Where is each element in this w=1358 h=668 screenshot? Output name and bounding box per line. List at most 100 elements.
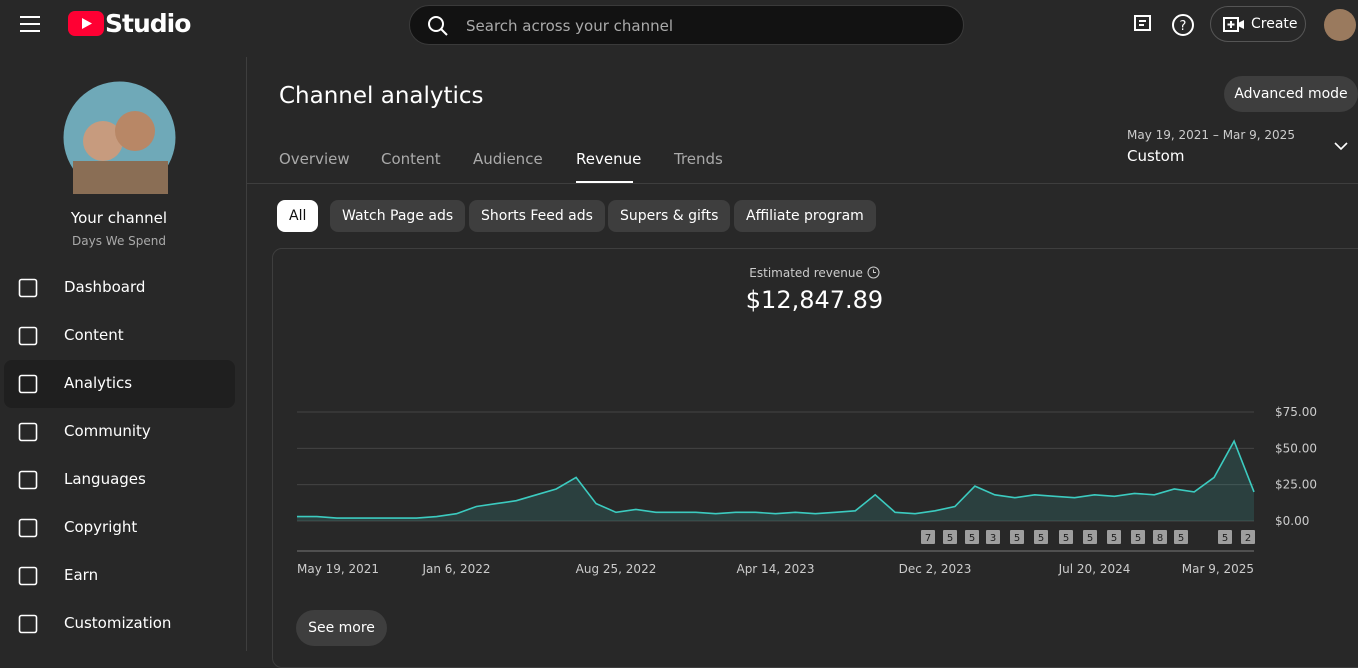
nav-icon [18, 374, 38, 394]
nav-icon [18, 614, 38, 634]
marker-label: 5 [1038, 533, 1044, 544]
nav-icon [18, 566, 38, 586]
nav-label: Customization [64, 614, 172, 632]
metric-value: $12,847.89 [745, 286, 884, 314]
nav-item[interactable]: Dashboard [4, 264, 235, 312]
tabs-divider [247, 183, 1358, 184]
advanced-mode-button[interactable]: Advanced mode [1224, 76, 1358, 112]
nav-icon [18, 326, 38, 346]
y-tick-label: $75.00 [1275, 405, 1317, 419]
help-icon[interactable]: ? [1171, 13, 1195, 37]
nav-label: Copyright [64, 518, 138, 536]
marker-label: 5 [1063, 533, 1069, 544]
y-tick-label: $50.00 [1275, 441, 1317, 455]
filter-chip[interactable]: Affiliate program [734, 200, 876, 232]
channel-name: Days We Spend [72, 234, 166, 248]
nav-item[interactable]: Customization [4, 600, 235, 648]
account-avatar[interactable] [1324, 9, 1356, 41]
nav-icon [18, 470, 38, 490]
marker-label: 5 [969, 533, 975, 544]
search-placeholder: Search across your channel [466, 17, 674, 35]
create-icon [1223, 17, 1244, 32]
x-tick-label: Dec 2, 2023 [899, 562, 972, 576]
marker-box [1241, 530, 1255, 544]
date-label[interactable]: Custom [1127, 147, 1185, 165]
nav-label: Analytics [64, 374, 133, 392]
clock-icon [867, 266, 880, 279]
x-tick-label: Aug 25, 2022 [576, 562, 657, 576]
page-title: Channel analytics [279, 83, 484, 109]
filter-chip[interactable]: All [277, 200, 319, 232]
marker-label: 5 [1178, 533, 1184, 544]
marker-box [1034, 530, 1048, 544]
nav-label: Earn [64, 566, 99, 584]
filter-chip[interactable]: Shorts Feed ads [469, 200, 605, 232]
search-box[interactable]: Search across your channel [409, 5, 964, 45]
tab-underline [576, 181, 633, 183]
nav-item[interactable]: Earn [4, 552, 235, 600]
marker-label: 8 [1157, 533, 1163, 544]
marker-box [1218, 530, 1232, 544]
nav-label: Dashboard [64, 278, 146, 296]
marker-label: 5 [947, 533, 953, 544]
tab[interactable]: Audience [473, 150, 543, 168]
search-icon [428, 16, 448, 36]
marker-box [986, 530, 1000, 544]
marker-box [1010, 530, 1024, 544]
nav-icon [18, 422, 38, 442]
svg-text:?: ? [1180, 19, 1187, 34]
tab[interactable]: Trends [674, 150, 723, 168]
channel-avatar[interactable] [63, 81, 176, 194]
marker-label: 5 [1222, 533, 1228, 544]
marker-label: 3 [990, 533, 996, 544]
nav-item[interactable]: Copyright [4, 504, 235, 552]
marker-box [943, 530, 957, 544]
marker-label: 7 [925, 533, 931, 544]
top-bar: Studio Search across your channel ? Crea… [0, 0, 1358, 57]
filter-chip[interactable]: Supers & gifts [608, 200, 731, 232]
marker-box [965, 530, 979, 544]
y-tick-label: $25.00 [1275, 478, 1317, 492]
x-tick-label: May 19, 2021 [297, 562, 379, 576]
tab[interactable]: Revenue [576, 150, 642, 168]
y-tick-label: $0.00 [1275, 514, 1309, 528]
nav-label: Content [64, 326, 124, 344]
feedback-icon[interactable] [1133, 14, 1153, 34]
metric-label: Estimated revenue [272, 266, 1357, 280]
date-range[interactable]: May 19, 2021 – Mar 9, 2025 [1127, 128, 1295, 142]
marker-label: 2 [1245, 533, 1251, 544]
menu-icon[interactable] [20, 15, 40, 33]
marker-box [1083, 530, 1097, 544]
line [297, 439, 1255, 519]
marker-box [1174, 530, 1188, 544]
nav-item[interactable]: Languages [4, 456, 235, 504]
marker-label: 5 [1111, 533, 1117, 544]
marker-label: 5 [1135, 533, 1141, 544]
logo-icon [68, 11, 104, 36]
channel-title: Your channel [70, 209, 168, 227]
x-tick-label: Jul 20, 2024 [1058, 562, 1131, 576]
marker-box [1131, 530, 1145, 544]
nav-label: Community [64, 422, 151, 440]
create-label: Create [1251, 16, 1298, 32]
marker-label: 5 [1087, 533, 1093, 544]
nav-item[interactable]: Community [4, 408, 235, 456]
x-tick-label: Apr 14, 2023 [736, 562, 814, 576]
nav-label: Languages [64, 470, 146, 488]
nav-item[interactable]: Content [4, 312, 235, 360]
see-more-button[interactable]: See more [296, 610, 387, 646]
x-tick-label: Mar 9, 2025 [1182, 562, 1254, 576]
tab[interactable]: Content [381, 150, 441, 168]
dropdown-icon[interactable] [1334, 141, 1348, 151]
chart: $0.00 $25.00 $50.00 $75.00 May 19, 2021 Jan 6… [297, 405, 1317, 576]
x-tick-label: Jan 6, 2022 [421, 562, 490, 576]
sidebar: Your channel Days We Spend Dashboard Cont… [0, 57, 247, 651]
area [297, 441, 1254, 521]
nav-icon [18, 518, 38, 538]
nav-item[interactable]: Analytics [4, 360, 235, 408]
create-button[interactable]: Create [1210, 6, 1306, 42]
filter-chip[interactable]: Watch Page ads [330, 200, 466, 232]
tab[interactable]: Overview [279, 150, 350, 168]
marker-box [921, 530, 935, 544]
